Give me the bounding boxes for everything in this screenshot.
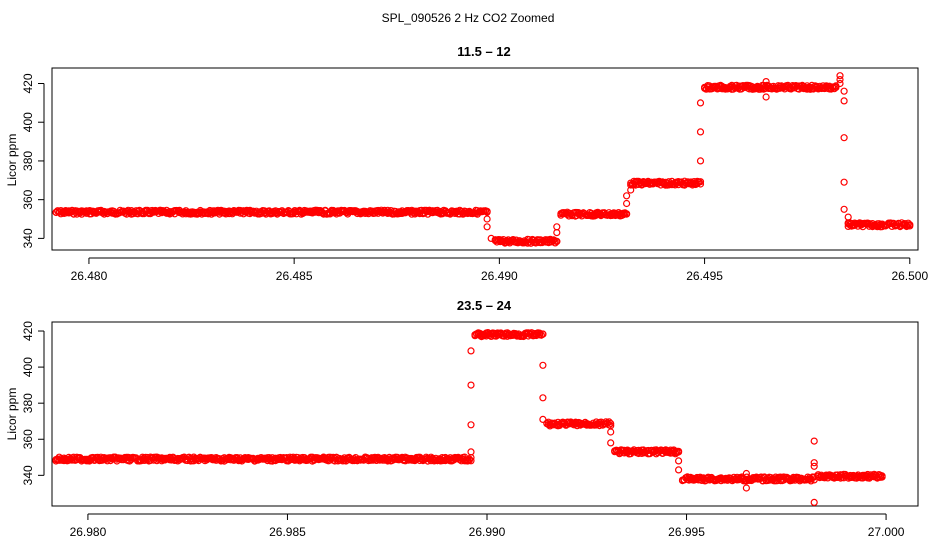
x-tick-label: 26.985: [269, 525, 306, 539]
chart-panel-2: 23.5 – 24 Licor ppm 26.980 26.985 26.990 26…: [5, 298, 919, 539]
data-point: [810, 462, 818, 470]
data-point: [674, 447, 683, 455]
data-point: [487, 234, 495, 242]
data-point: [840, 205, 848, 213]
y-tick-label: 360: [21, 429, 35, 449]
data-point: [627, 186, 635, 194]
y-tick-label: 420: [21, 321, 35, 341]
data-point: [539, 330, 547, 338]
data-point: [467, 421, 475, 429]
data-point: [605, 418, 613, 426]
data-point: [196, 453, 204, 461]
data-point: [844, 219, 852, 227]
data-point: [840, 178, 848, 186]
data-point: [878, 472, 886, 480]
data-point: [563, 210, 571, 219]
data-point: [553, 237, 561, 245]
x-tick-label: 26.480: [71, 269, 108, 283]
data-point: [548, 238, 556, 246]
data-point: [539, 415, 547, 423]
data-point: [757, 473, 765, 481]
y-tick-label: 380: [21, 151, 35, 171]
y-tick-label: 360: [21, 189, 35, 209]
data-point: [696, 157, 705, 165]
x-tick-label: 26.980: [70, 525, 107, 539]
data-point: [762, 93, 770, 101]
data-point: [483, 223, 491, 231]
data-point: [553, 223, 561, 231]
chart-1-plot-area: [51, 67, 919, 251]
data-point: [840, 87, 848, 95]
data-point: [535, 329, 544, 337]
data-point: [551, 239, 559, 247]
data-point: [416, 456, 424, 465]
chart-2-y-axis: 340 360 380 400 420: [21, 321, 45, 485]
x-tick-label: 26.490: [481, 269, 518, 283]
data-point: [539, 361, 547, 369]
chart-2-ylabel: Licor ppm: [5, 388, 19, 441]
data-point: [467, 381, 475, 389]
data-point: [467, 347, 475, 355]
figure-title: SPL_090526 2 Hz CO2 Zoomed: [382, 11, 555, 25]
data-point: [742, 469, 751, 478]
data-point: [696, 178, 705, 186]
data-point: [906, 222, 914, 230]
y-tick-label: 340: [21, 228, 35, 248]
data-point: [483, 208, 491, 216]
data-point: [483, 215, 491, 223]
data-point: [742, 484, 751, 492]
data-point: [622, 210, 631, 218]
data-point: [696, 128, 705, 136]
data-point: [539, 394, 547, 402]
chart-2-title: 23.5 – 24: [457, 298, 512, 313]
chart-1-data-series: [52, 72, 914, 247]
data-point: [696, 180, 705, 188]
x-tick-label: 27.000: [868, 525, 905, 539]
x-tick-label: 26.990: [469, 525, 506, 539]
data-point: [810, 459, 818, 467]
data-point: [810, 498, 818, 506]
y-tick-label: 400: [21, 112, 35, 132]
x-tick-label: 26.485: [276, 269, 313, 283]
x-tick-label: 26.495: [686, 269, 723, 283]
chart-1-x-axis: 26.480 26.485 26.490 26.495 26.500: [71, 257, 928, 283]
data-point: [801, 83, 810, 92]
data-point: [526, 330, 534, 339]
data-point: [836, 75, 844, 84]
data-point: [836, 72, 844, 80]
data-point: [622, 192, 631, 200]
chart-1-title: 11.5 – 12: [457, 44, 511, 59]
data-point: [810, 437, 818, 445]
x-tick-label: 26.995: [668, 525, 705, 539]
data-point: [607, 428, 615, 436]
y-tick-label: 380: [21, 393, 35, 413]
data-point: [467, 457, 475, 465]
data-point: [467, 448, 475, 456]
data-point: [867, 221, 875, 229]
chart-2-x-axis: 26.980 26.985 26.990 26.995 27.000: [70, 513, 905, 539]
y-tick-label: 420: [21, 73, 35, 93]
data-point: [622, 199, 631, 208]
x-tick-label: 26.500: [891, 269, 928, 283]
data-point: [836, 79, 844, 88]
data-point: [607, 419, 615, 428]
data-point: [840, 97, 848, 105]
data-point: [696, 99, 705, 107]
data-point: [674, 466, 683, 474]
data-point: [844, 213, 852, 221]
chart-2-data-series: [52, 329, 886, 506]
chart-2-plot-area: [51, 321, 919, 507]
data-point: [762, 77, 770, 86]
data-point: [674, 457, 683, 465]
data-point: [840, 134, 848, 142]
data-point: [329, 453, 337, 461]
chart-panel-1: 11.5 – 12 Licor ppm 26.480 26.485 26.490 26…: [5, 44, 928, 283]
chart-1-ylabel: Licor ppm: [5, 134, 19, 187]
data-point: [607, 439, 615, 447]
y-tick-label: 340: [21, 465, 35, 485]
data-point: [553, 229, 561, 237]
chart-1-y-axis: 340 360 380 400 420: [21, 73, 45, 248]
y-tick-label: 400: [21, 357, 35, 377]
